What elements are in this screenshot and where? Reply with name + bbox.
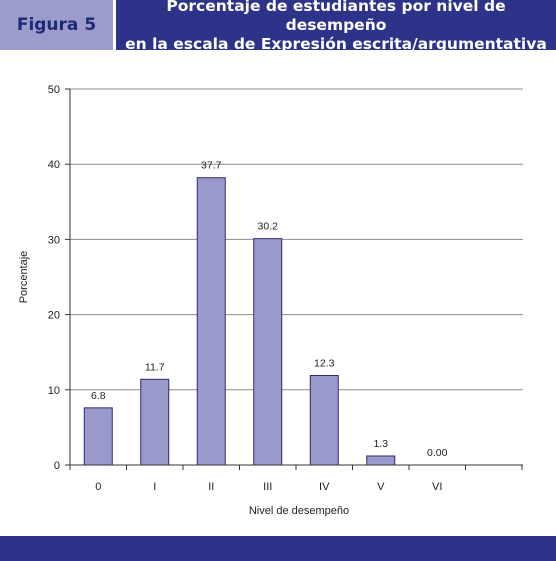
x-tick-label: V — [377, 481, 385, 493]
data-label: 0.00 — [427, 447, 448, 459]
bar-0 — [83, 407, 113, 466]
gridlines — [70, 88, 523, 391]
data-label: 6.8 — [91, 390, 106, 402]
figure-title-line-1: Porcentaje de estudiantes por nivel de d… — [166, 0, 506, 34]
labels: 0 10 20 30 40 50 0 6.8 I 11.7 II 37.7 III 30.2 IV 12.3 V… — [48, 84, 448, 493]
y-tick-label: 50 — [48, 84, 60, 96]
data-label: 37.7 — [201, 160, 222, 172]
bar-III — [253, 238, 283, 466]
data-label: 30.2 — [258, 221, 279, 233]
bar-V — [366, 455, 396, 466]
x-tick-label: IV — [319, 481, 330, 493]
data-label: 1.3 — [373, 438, 388, 450]
y-tick-label: 40 — [48, 159, 60, 171]
figure-title-line-2: en la escala de Expresión escrita/argume… — [125, 34, 547, 53]
figure-number-label: Figura 5 — [0, 0, 113, 50]
y-tick-label: 20 — [48, 310, 60, 322]
y-axis-title: Porcentaje — [18, 251, 30, 304]
figure-title: Porcentaje de estudiantes por nivel de d… — [116, 0, 556, 53]
bar-II — [196, 177, 226, 466]
y-tick-label: 10 — [48, 385, 60, 397]
y-tick-label: 0 — [54, 460, 60, 472]
data-label: 11.7 — [145, 361, 165, 373]
bar-chart: 0 10 20 30 40 50 0 6.8 I 11.7 II 37.7 III 30.2 IV 12.3 V… — [18, 84, 523, 517]
axes — [65, 88, 523, 470]
data-label: 12.3 — [314, 358, 335, 370]
figure-header: Figura 5 Porcentaje de estudiantes por n… — [0, 0, 556, 53]
x-axis-title: Nivel de desempeño — [249, 505, 349, 517]
x-tick-label: 0 — [95, 481, 101, 493]
bar-IV — [309, 375, 339, 466]
x-tick-label: VI — [432, 481, 442, 493]
bars — [83, 177, 396, 466]
x-tick-label: II — [208, 481, 214, 493]
bar-I — [140, 378, 170, 466]
x-tick-label: III — [263, 481, 272, 493]
x-tick-label: I — [153, 481, 156, 493]
y-tick-label: 30 — [48, 234, 60, 246]
footer-bar — [0, 536, 556, 561]
